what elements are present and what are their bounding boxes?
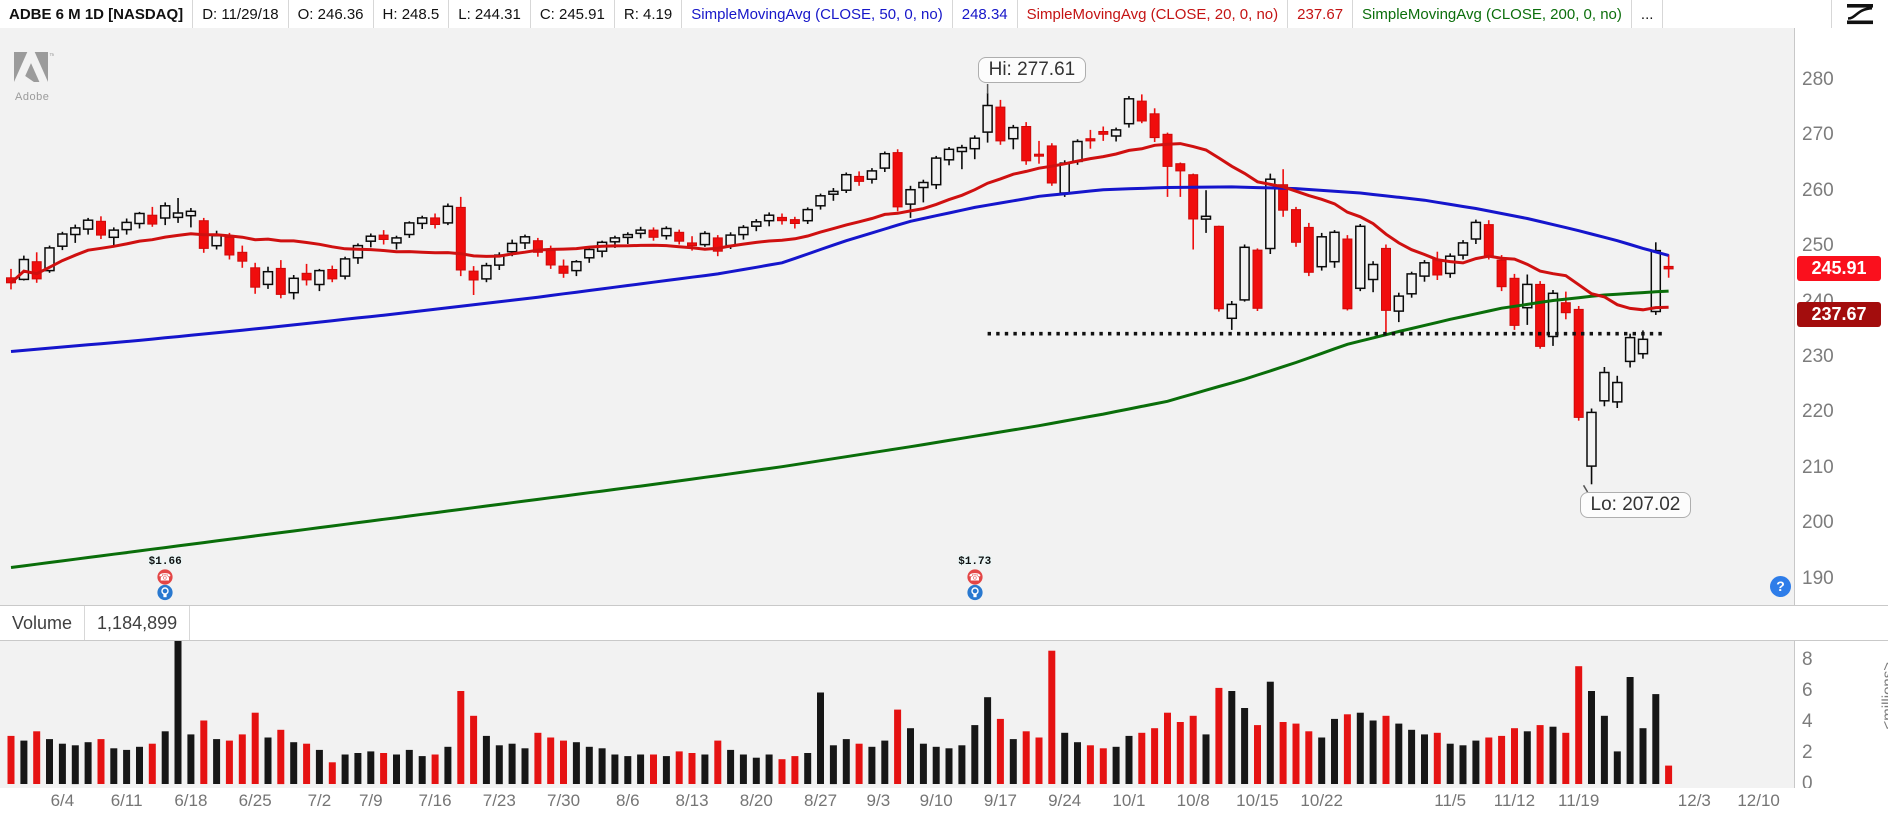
conference-call-icon — [967, 569, 983, 585]
high-annotation: Hi: 277.61 — [977, 57, 1087, 83]
conference-call-icon — [157, 569, 173, 585]
date-label-12-10: 12/10 — [1737, 791, 1780, 810]
price-tick-220: 220 — [1802, 401, 1834, 423]
time-axis: 6/4 6/11 6/18 6/25 7/2 7/9 7/16 7/23 7/30 8/6 8/13… — [0, 788, 1888, 813]
low-field: L: 244.31 — [449, 0, 531, 28]
low-annotation: Lo: 207.02 — [1579, 492, 1692, 518]
date-label-11-5: 11/5 — [1434, 791, 1467, 810]
date-label-6-18: 6/18 — [174, 791, 208, 810]
price-tick-230: 230 — [1802, 346, 1834, 367]
earnings-eps-label: $1.73 — [958, 556, 992, 568]
price-tick-270: 270 — [1802, 124, 1834, 146]
date-label-10-1: 10/1 — [1112, 791, 1146, 810]
date-label-9-17: 9/17 — [983, 791, 1017, 810]
volume-bars[interactable] — [0, 641, 1794, 788]
volume-unit-label: <millions> — [1879, 661, 1888, 730]
chart-style-icon[interactable] — [1831, 0, 1888, 28]
study-sma50-value: 248.34 — [953, 0, 1018, 28]
price-plot[interactable]: ™ Adobe Hi: 277.61 Lo: 207.02 ? $1.66 ☎ $1… — [0, 28, 1795, 606]
symbol-summary: ADBE 6 M 1D [NASDAQ] — [0, 0, 194, 28]
header-spacer — [1663, 0, 1831, 28]
study-sma20-value: 237.67 — [1288, 0, 1354, 28]
date-label-6-11: 6/11 — [110, 791, 143, 810]
last-price-badge: 245.91 — [1797, 256, 1881, 282]
price-tick-250: 250 — [1802, 235, 1834, 257]
study-sma50-label[interactable]: SimpleMovingAvg (CLOSE, 50, 0, no) — [682, 0, 953, 28]
date-label-10-8: 10/8 — [1176, 791, 1210, 810]
date-label-8-20: 8/20 — [739, 791, 773, 810]
volume-header-spacer — [190, 606, 1888, 640]
date-label-7-2: 7/2 — [307, 791, 332, 810]
dividend-idea-icon — [157, 584, 173, 601]
volume-header-row: Volume 1,184,899 — [0, 605, 1888, 641]
study-sma20-label[interactable]: SimpleMovingAvg (CLOSE, 20, 0, no) — [1018, 0, 1289, 28]
dividend-idea-icon — [967, 584, 983, 601]
study-sma200-label[interactable]: SimpleMovingAvg (CLOSE, 200, 0, no) — [1353, 0, 1632, 28]
date-label-11-12: 11/12 — [1493, 791, 1536, 810]
volume-tick-0: 0 — [1802, 773, 1813, 794]
sma20-line — [9, 142, 1669, 312]
open-field: O: 246.36 — [289, 0, 374, 28]
earnings-eps-label: $1.66 — [148, 556, 182, 568]
date-label-9-3: 9/3 — [866, 791, 891, 810]
date-label-8-6: 8/6 — [615, 791, 640, 810]
sma20-price-badge: 237.67 — [1797, 302, 1881, 327]
volume-plot[interactable] — [0, 641, 1795, 789]
earnings-marker-1[interactable]: $1.66 ☎ — [130, 556, 200, 602]
date-label-7-9: 7/9 — [358, 791, 383, 810]
date-field: D: 11/29/18 — [193, 0, 289, 28]
date-label-11-19: 11/19 — [1558, 791, 1600, 810]
candles[interactable] — [6, 93, 1674, 485]
lo-connector — [1582, 484, 1589, 493]
price-tick-210: 210 — [1802, 456, 1834, 478]
price-pane: ™ Adobe Hi: 277.61 Lo: 207.02 ? $1.66 ☎ $1… — [0, 28, 1888, 606]
date-label-10-15: 10/15 — [1236, 791, 1279, 810]
high-field: H: 248.5 — [374, 0, 450, 28]
range-field: R: 4.19 — [615, 0, 683, 28]
svg-text:☎: ☎ — [969, 573, 981, 584]
volume-label: Volume — [0, 606, 86, 640]
chart-header-bar: ADBE 6 M 1D [NASDAQ] D: 11/29/18 O: 246.36… — [0, 0, 1888, 29]
volume-tick-4: 4 — [1802, 711, 1813, 732]
date-label-8-27: 8/27 — [804, 791, 838, 810]
adobe-watermark: ™ Adobe — [14, 50, 94, 103]
date-label-8-13: 8/13 — [675, 791, 709, 810]
date-label-9-24: 9/24 — [1048, 791, 1082, 810]
adobe-watermark-label: Adobe — [15, 91, 50, 103]
volume-tick-6: 6 — [1802, 680, 1813, 701]
sma50-line — [10, 185, 1669, 353]
date-label-7-30: 7/30 — [547, 791, 581, 810]
date-label-6-25: 6/25 — [238, 791, 272, 810]
earnings-marker-2[interactable]: $1.73 ☎ — [940, 556, 1010, 602]
candlestick-chart[interactable] — [0, 28, 1794, 605]
volume-pane: 8 6 4 2 0 <millions> — [0, 641, 1888, 794]
trademark-symbol: ™ — [49, 53, 54, 60]
volume-tick-2: 2 — [1802, 742, 1813, 763]
adobe-logo-icon: ™ — [14, 52, 56, 82]
price-tick-190: 190 — [1802, 567, 1834, 589]
volume-value: 1,184,899 — [85, 606, 191, 640]
date-label-7-23: 7/23 — [482, 791, 516, 810]
help-icon[interactable]: ? — [1770, 576, 1791, 597]
date-label-6-4: 6/4 — [50, 791, 75, 810]
price-tick-200: 200 — [1802, 512, 1834, 534]
volume-tick-8: 8 — [1802, 649, 1813, 670]
studies-overflow[interactable]: ... — [1632, 0, 1664, 28]
svg-text:☎: ☎ — [159, 573, 171, 584]
close-field: C: 245.91 — [531, 0, 615, 28]
price-tick-260: 260 — [1802, 179, 1834, 201]
date-label-12-3: 12/3 — [1677, 791, 1711, 810]
date-label-7-16: 7/16 — [418, 791, 452, 810]
date-label-9-10: 9/10 — [919, 791, 953, 810]
price-tick-280: 280 — [1802, 69, 1834, 90]
date-label-10-22: 10/22 — [1300, 791, 1343, 810]
